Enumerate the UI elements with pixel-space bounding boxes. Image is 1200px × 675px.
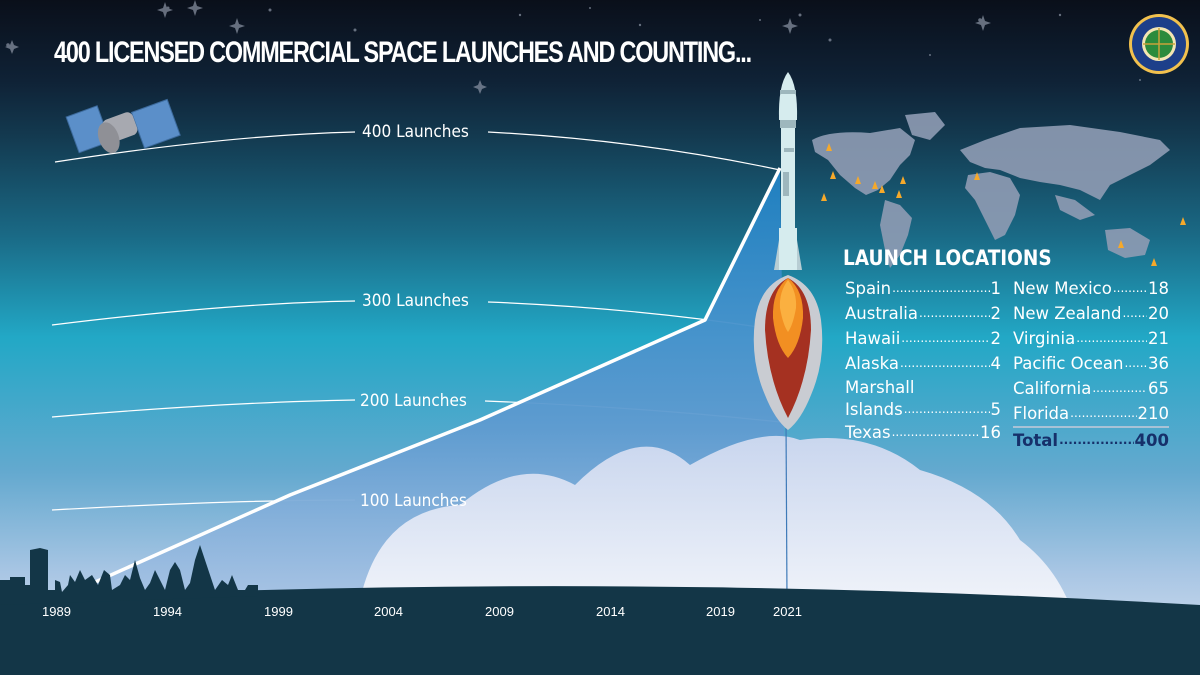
location-row: Florida.................................… [1013,401,1169,426]
level-label-400: 400 Launches [362,122,469,142]
x-tick-2009: 2009 [485,604,514,619]
location-row: California..............................… [1013,376,1169,401]
location-row: Hawaii..................................… [845,326,1001,351]
level-label-300: 300 Launches [362,291,469,311]
location-row: Australia...............................… [845,301,1001,326]
location-name: Texas [845,423,891,442]
location-name: Florida [1013,404,1070,423]
location-count: 18 [1148,279,1169,298]
location-name: Alaska [845,354,899,373]
location-count: 2 [990,304,1002,323]
location-row: Virginia................................… [1013,326,1169,351]
locations-right-column: New Mexico..............................… [1013,276,1169,453]
location-name: Pacific Ocean [1013,354,1124,373]
location-row: Texas...................................… [845,420,1001,445]
x-tick-2021: 2021 [773,604,802,619]
ground [0,545,1200,675]
launch-locations-title: LAUNCH LOCATIONS [843,246,1052,270]
location-count: 210 [1137,404,1170,423]
location-row: Pacific Ocean...........................… [1013,351,1169,376]
location-name: Virginia [1013,329,1076,348]
rocket-trail [785,419,788,601]
x-tick-1994: 1994 [153,604,182,619]
x-tick-2014: 2014 [596,604,625,619]
location-name: California [1013,379,1092,398]
location-name: New Zealand [1013,304,1122,323]
location-count: 20 [1148,304,1169,323]
satellite-icon [65,98,181,154]
world-map [812,112,1170,268]
location-name: Hawaii [845,329,901,348]
launch-site-markers [821,143,1186,266]
location-count: 36 [1148,354,1169,373]
location-count: 1 [990,279,1002,298]
page-title: 400 LICENSED COMMERCIAL SPACE LAUNCHES A… [54,36,752,69]
location-count: 16 [980,423,1001,442]
location-name: Spain [845,279,892,298]
launch-line [54,167,782,602]
location-row: MarshallIslands.........................… [845,378,1002,419]
location-count: 21 [1148,329,1169,348]
x-tick-2004: 2004 [374,604,403,619]
location-count: 2 [990,329,1002,348]
location-count: 4 [990,354,1002,373]
location-name: Australia [845,304,918,323]
total-row: Total...................................… [1013,426,1169,453]
faa-seal-icon [1129,14,1189,74]
total-label: Total [1013,431,1059,450]
faa-logo [1128,14,1190,76]
location-row: New Mexico..............................… [1013,276,1169,301]
location-name: New Mexico [1013,279,1112,298]
location-count: 5 [990,400,1002,419]
locations-left-column: Spain...................................… [845,276,1001,445]
x-tick-1989: 1989 [42,604,71,619]
location-row: New Zealand.............................… [1013,301,1169,326]
rocket-icon [753,72,823,430]
level-label-100: 100 Launches [360,491,467,511]
total-count: 400 [1134,431,1169,450]
location-count: 65 [1148,379,1169,398]
x-tick-1999: 1999 [264,604,293,619]
cloud [360,435,1075,620]
location-row: Spain...................................… [845,276,1001,301]
x-tick-2019: 2019 [706,604,735,619]
location-name: Marshall [845,378,915,397]
location-row: Alaska..................................… [845,351,1001,376]
level-label-200: 200 Launches [360,391,467,411]
stars [5,0,1141,94]
location-name-line2: Islands [845,400,903,419]
